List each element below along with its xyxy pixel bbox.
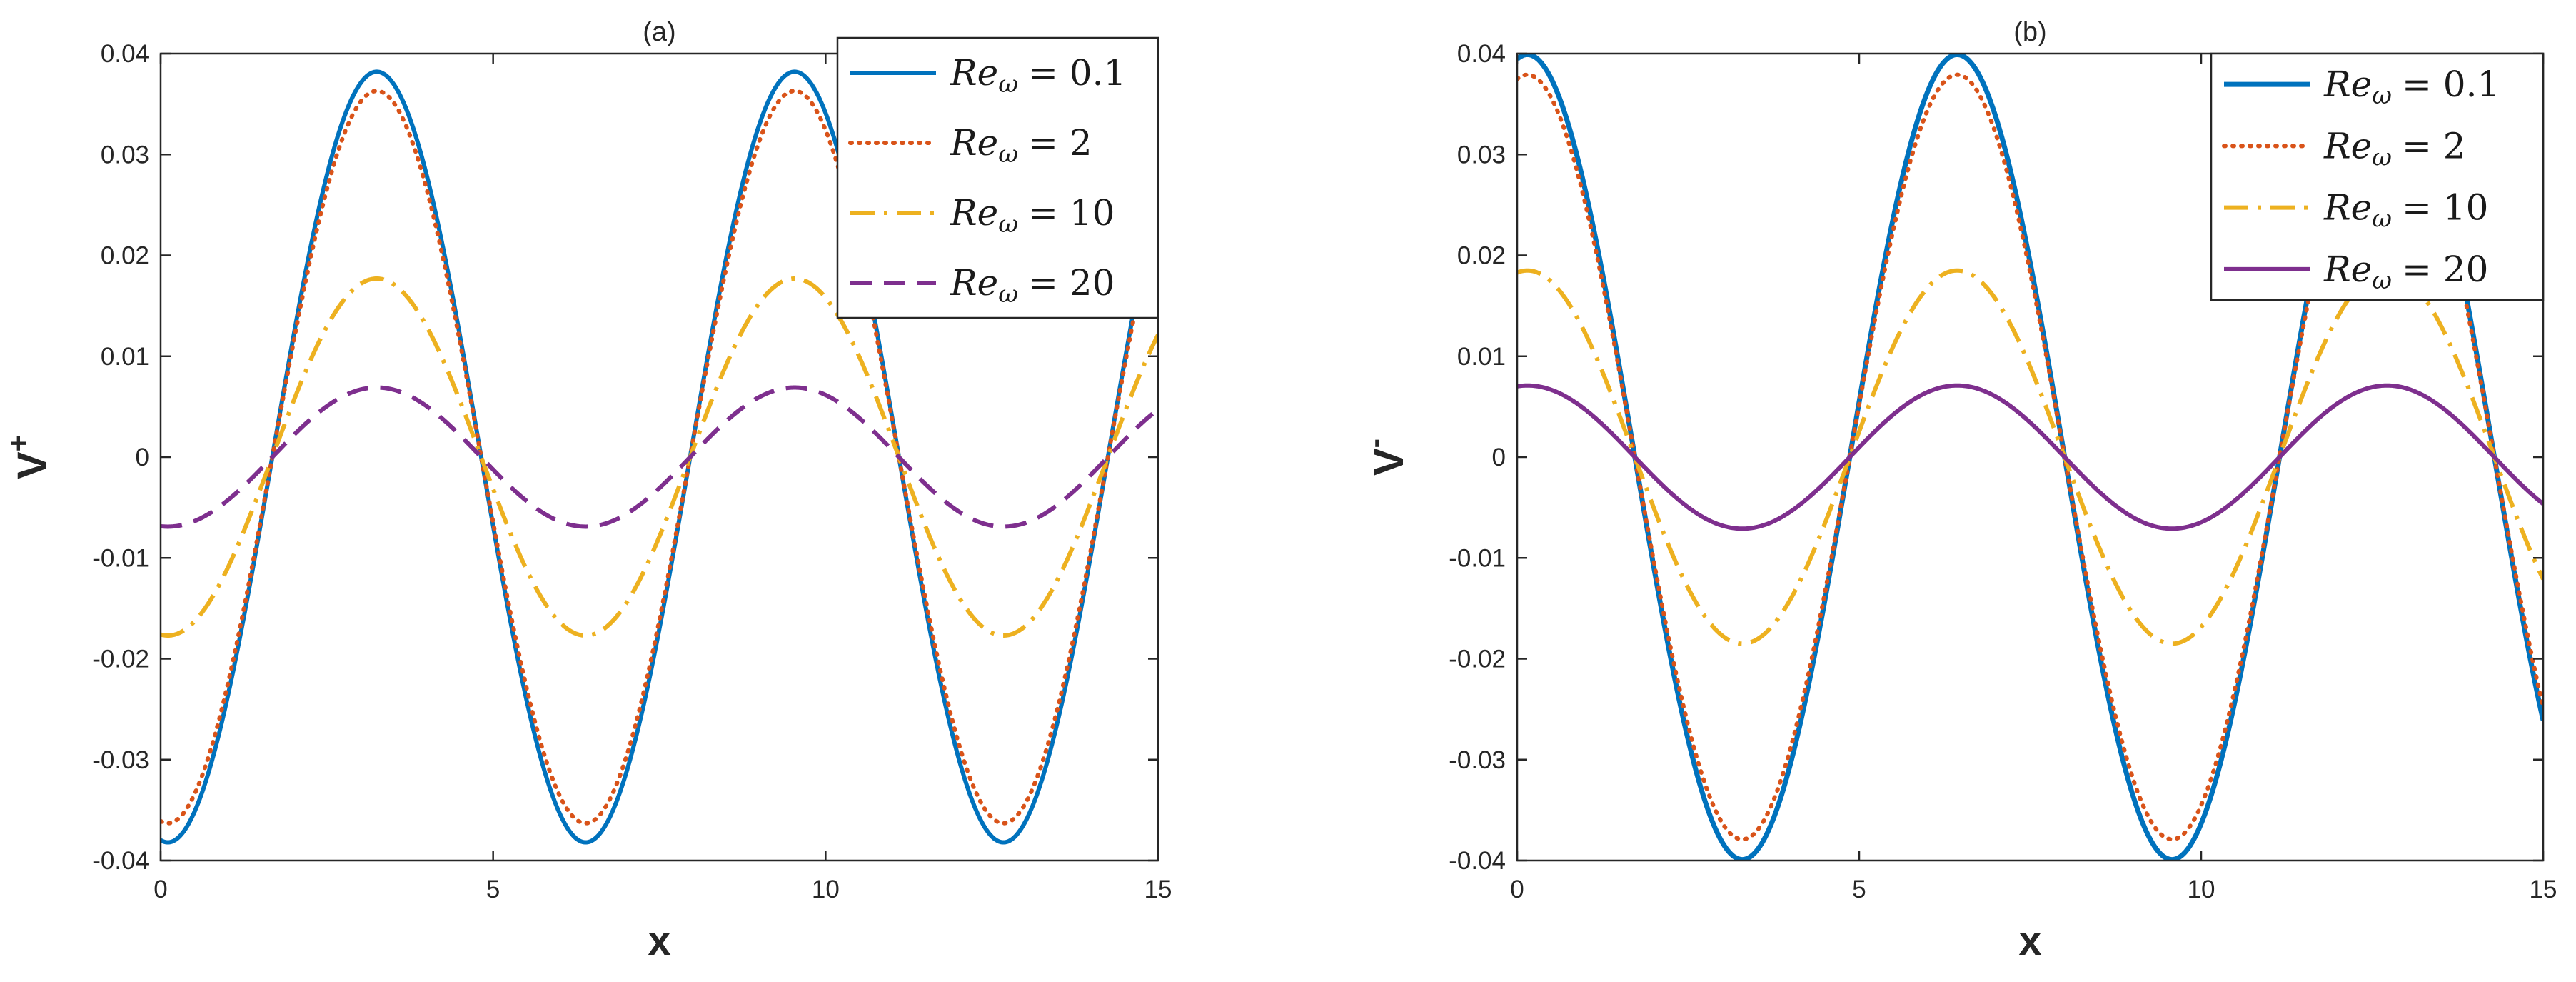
series-line-3 [161, 385, 1158, 529]
y-axis-label: V- [1359, 439, 1412, 476]
x-tick-label: 0 [1510, 876, 1524, 903]
legend: Reω = 0.1 Reω = 2 Reω = 10 Reω = 20 [836, 36, 1159, 319]
y-tick-label: 0.02 [1457, 242, 1506, 270]
panel-a: 0 5 10 15 -0.04 -0.03 -0.02 -0.01 0 0.01 0.02 0.03 0… [3, 17, 1172, 964]
series-line-2 [1517, 268, 2543, 646]
series-line-1 [1517, 72, 2543, 842]
y-tick-label: 0.03 [1457, 141, 1506, 169]
legend-label-3: Reω = 20 [950, 262, 1115, 309]
x-axis-label: x [648, 918, 670, 964]
y-tick-label: -0.01 [92, 544, 149, 572]
series-group [161, 69, 1158, 845]
y-tick-label: 0.02 [101, 242, 149, 270]
x-tick-label: 5 [1852, 876, 1866, 903]
y-tick-label: 0 [136, 444, 149, 471]
panel-b: 0 5 10 15 -0.04 -0.03 -0.02 -0.01 0 0.01 0.02 0.03 0… [1359, 17, 2557, 964]
series-line-3 [1517, 383, 2543, 531]
legend-label-2: Reω = 10 [2323, 187, 2488, 234]
series-line-1 [161, 89, 1158, 826]
x-tick-label: 15 [1144, 876, 1172, 903]
legend-box [836, 36, 1159, 319]
series-line-2 [161, 276, 1158, 638]
y-tick-label: 0.01 [1457, 343, 1506, 371]
y-tick-label: -0.02 [1449, 646, 1506, 673]
x-tick-label: 10 [812, 876, 840, 903]
y-tick-label: 0.01 [101, 343, 149, 371]
y-tick-label: 0.04 [101, 40, 149, 68]
y-tick-label: -0.04 [92, 847, 149, 875]
legend-label-1: Reω = 2 [2323, 125, 2466, 171]
y-tick-label: 0 [1492, 444, 1506, 471]
y-tick-label: 0.03 [101, 141, 149, 169]
legend-label-3: Reω = 20 [2323, 249, 2488, 295]
x-tick-label: 0 [154, 876, 167, 903]
legend-label-0: Reω = 0.1 [950, 52, 1126, 99]
y-tick-label: 0.04 [1457, 40, 1506, 68]
chart-title: (b) [2013, 17, 2046, 47]
x-axis-label: x [2018, 918, 2041, 964]
x-tick-label: 15 [2530, 876, 2557, 903]
legend-label-1: Reω = 2 [950, 122, 1092, 169]
series-line-0 [161, 69, 1158, 845]
x-tick-label: 5 [486, 876, 500, 903]
legend-box [2210, 52, 2545, 301]
y-tick-label: -0.02 [92, 646, 149, 673]
y-tick-label: -0.01 [1449, 544, 1506, 572]
y-tick-label: -0.04 [1449, 847, 1506, 875]
legend-label-2: Reω = 10 [950, 192, 1115, 239]
legend: Reω = 0.1 Reω = 2 Reω = 10 Reω = 20 [2210, 52, 2545, 301]
y-tick-label: -0.03 [92, 746, 149, 774]
y-axis-label: V+ [3, 435, 56, 479]
y-tick-label: -0.03 [1449, 746, 1506, 774]
chart-title: (a) [643, 17, 675, 47]
legend-label-0: Reω = 0.1 [2323, 64, 2500, 110]
x-tick-label: 10 [2188, 876, 2215, 903]
